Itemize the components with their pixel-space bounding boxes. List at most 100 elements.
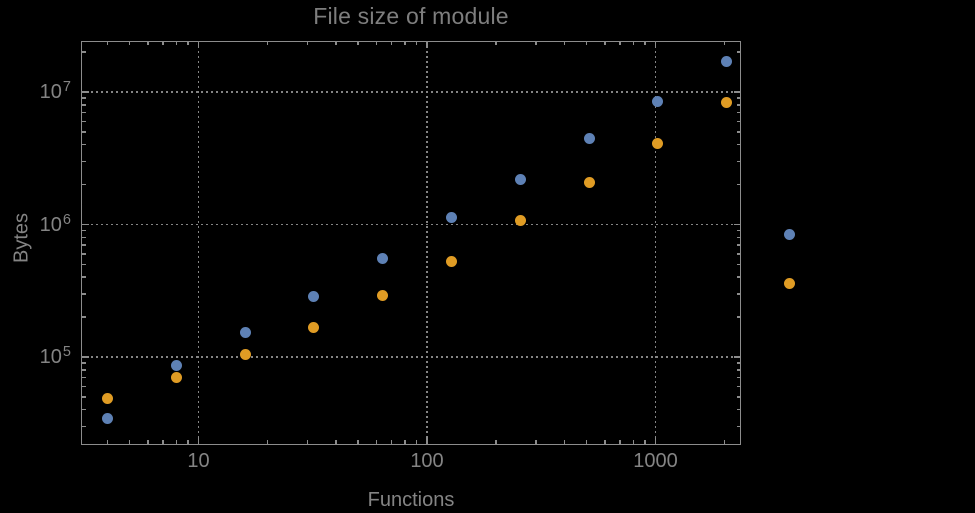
x-axis-label: Functions xyxy=(367,489,455,511)
y-tick xyxy=(733,91,740,93)
y-tick xyxy=(736,385,740,388)
x-tick xyxy=(175,440,178,444)
y-tick-exponent: 5 xyxy=(62,344,71,361)
y-tick xyxy=(82,143,86,146)
y-tick-label-1e7: 107 xyxy=(0,80,71,104)
x-tick xyxy=(415,41,418,45)
y-tick xyxy=(736,293,740,295)
y-tick-exponent: 6 xyxy=(62,211,71,228)
y-tick xyxy=(82,316,86,318)
data-point-orange-8 xyxy=(170,372,182,384)
y-tick xyxy=(736,362,740,364)
y-tick xyxy=(82,425,86,428)
x-tick xyxy=(654,41,657,48)
x-tick xyxy=(390,41,393,45)
data-point-orange-256 xyxy=(514,214,526,226)
x-tick xyxy=(619,41,621,45)
x-tick xyxy=(585,440,588,444)
x-tick xyxy=(604,440,606,444)
data-point-orange-512 xyxy=(583,177,595,189)
x-tick xyxy=(619,440,621,444)
y-tick xyxy=(82,223,89,226)
x-tick xyxy=(563,440,566,444)
x-tick xyxy=(162,440,164,444)
x-tick xyxy=(390,440,393,444)
data-point-blue-32 xyxy=(308,291,320,303)
y-tick-label-1e5: 105 xyxy=(0,344,71,369)
y-tick xyxy=(82,362,86,364)
y-tick xyxy=(736,425,740,428)
y-tick xyxy=(736,253,740,255)
y-axis-label: Bytes xyxy=(10,212,33,264)
x-tick xyxy=(147,440,149,444)
y-tick xyxy=(82,160,86,163)
y-tick xyxy=(736,276,740,278)
data-point-orange-16 xyxy=(239,348,251,360)
y-tick xyxy=(82,376,86,379)
y-tick xyxy=(82,51,86,53)
x-tick xyxy=(187,41,189,45)
x-tick xyxy=(335,440,337,444)
x-tick xyxy=(162,41,164,45)
x-tick xyxy=(128,440,131,444)
y-tick xyxy=(82,396,86,398)
y-tick xyxy=(82,91,89,93)
y-tick xyxy=(82,120,86,123)
y-tick xyxy=(82,276,86,278)
x-tick xyxy=(404,440,406,444)
x-tick xyxy=(187,440,189,444)
y-tick xyxy=(82,229,86,232)
y-tick xyxy=(736,369,740,371)
y-tick xyxy=(736,51,740,53)
x-tick xyxy=(404,41,406,45)
x-tick-label-1000: 1000 xyxy=(633,450,678,472)
x-tick xyxy=(197,41,200,48)
x-tick xyxy=(535,41,537,45)
x-tick xyxy=(426,41,428,48)
x-tick xyxy=(375,440,378,444)
y-tick xyxy=(736,120,740,123)
x-tick xyxy=(375,41,378,45)
y-tick-base: 10 xyxy=(39,81,62,103)
x-tick xyxy=(723,41,726,45)
y-tick xyxy=(736,376,740,379)
y-tick xyxy=(736,236,740,239)
x-tick xyxy=(426,437,428,444)
x-tick xyxy=(106,440,109,444)
gridline-y-1000000 xyxy=(81,223,741,226)
x-tick xyxy=(644,41,646,45)
y-tick xyxy=(82,253,86,255)
chart-title: File size of module xyxy=(313,3,509,29)
y-tick xyxy=(736,97,740,99)
x-tick xyxy=(632,440,635,444)
x-tick xyxy=(495,440,497,444)
x-tick xyxy=(563,41,566,45)
x-tick xyxy=(266,41,269,45)
x-tick xyxy=(266,440,269,444)
data-point-blue-4 xyxy=(102,413,114,425)
data-point-blue-2048 xyxy=(721,55,733,67)
y-tick xyxy=(733,356,740,358)
x-tick xyxy=(644,440,646,444)
data-point-orange-3860 xyxy=(784,277,796,289)
y-tick xyxy=(82,131,86,133)
x-tick xyxy=(197,437,200,444)
y-tick xyxy=(733,223,740,226)
y-tick xyxy=(736,183,740,186)
data-point-blue-16 xyxy=(239,327,251,339)
gridline-x-100 xyxy=(426,40,428,445)
y-tick xyxy=(736,408,740,411)
y-tick xyxy=(736,244,740,246)
data-point-blue-64 xyxy=(377,252,389,264)
data-point-blue-128 xyxy=(445,212,457,224)
data-point-orange-128 xyxy=(445,255,457,267)
data-point-blue-512 xyxy=(583,133,595,145)
gridline-y-100000 xyxy=(81,356,741,358)
x-tick-label-100: 100 xyxy=(410,450,444,472)
y-tick xyxy=(82,385,86,388)
data-point-blue-1024 xyxy=(652,96,664,108)
y-tick-base: 10 xyxy=(39,346,62,368)
y-tick xyxy=(82,293,86,295)
gridline-y-10000000 xyxy=(81,91,741,93)
